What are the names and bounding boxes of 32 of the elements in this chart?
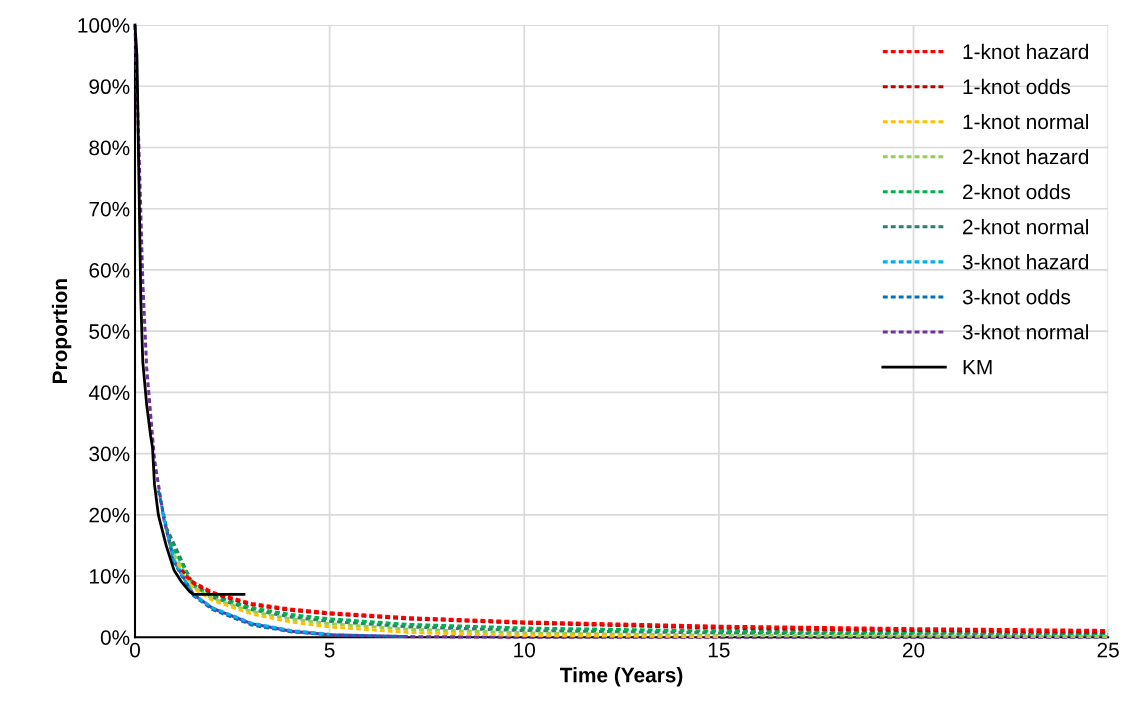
y-tick-label: 20%: [89, 507, 130, 523]
line-series: [172, 553, 1110, 639]
legend-label: 3-knot odds: [962, 289, 1071, 305]
x-tick-label: 20: [902, 642, 925, 658]
legend-label: 2-knot hazard: [963, 148, 1089, 165]
y-tick-label: 100%: [78, 18, 130, 33]
y-tick-label: 80%: [89, 140, 130, 156]
x-axis-title: Time (Years): [560, 667, 683, 687]
x-tick-label: 0: [130, 642, 140, 658]
legend-label: 2-knot normal: [963, 219, 1088, 235]
x-tick-label: 10: [514, 642, 536, 658]
y-tick-label: 90%: [89, 79, 130, 95]
y-tick-label: 0%: [100, 630, 130, 645]
line-series: [176, 562, 721, 639]
y-tick-label: 70%: [89, 201, 130, 217]
legend-label: KM: [963, 359, 992, 375]
y-tick-label: 50%: [89, 324, 130, 339]
legend-label: 1-knot odds: [963, 78, 1071, 95]
legend-label: 3-knot hazard: [962, 254, 1089, 270]
y-axis-title: Proportion: [51, 279, 72, 383]
legend-label: 1-knot hazard: [963, 43, 1089, 60]
x-tick-label: 5: [324, 642, 335, 658]
line-series: [160, 510, 332, 636]
x-tick-label: 25: [1097, 642, 1119, 658]
y-tick-label: 60%: [89, 262, 130, 278]
y-tick-label: 10%: [90, 569, 130, 584]
y-tick-label: 30%: [89, 446, 130, 462]
legend-label: 1-knot normal: [963, 113, 1088, 130]
y-tick-label: 40%: [88, 385, 130, 401]
x-tick-label: 15: [708, 642, 730, 658]
legend-label: 3-knot normal: [962, 324, 1088, 340]
legend-label: 2-knot odds: [963, 183, 1071, 200]
